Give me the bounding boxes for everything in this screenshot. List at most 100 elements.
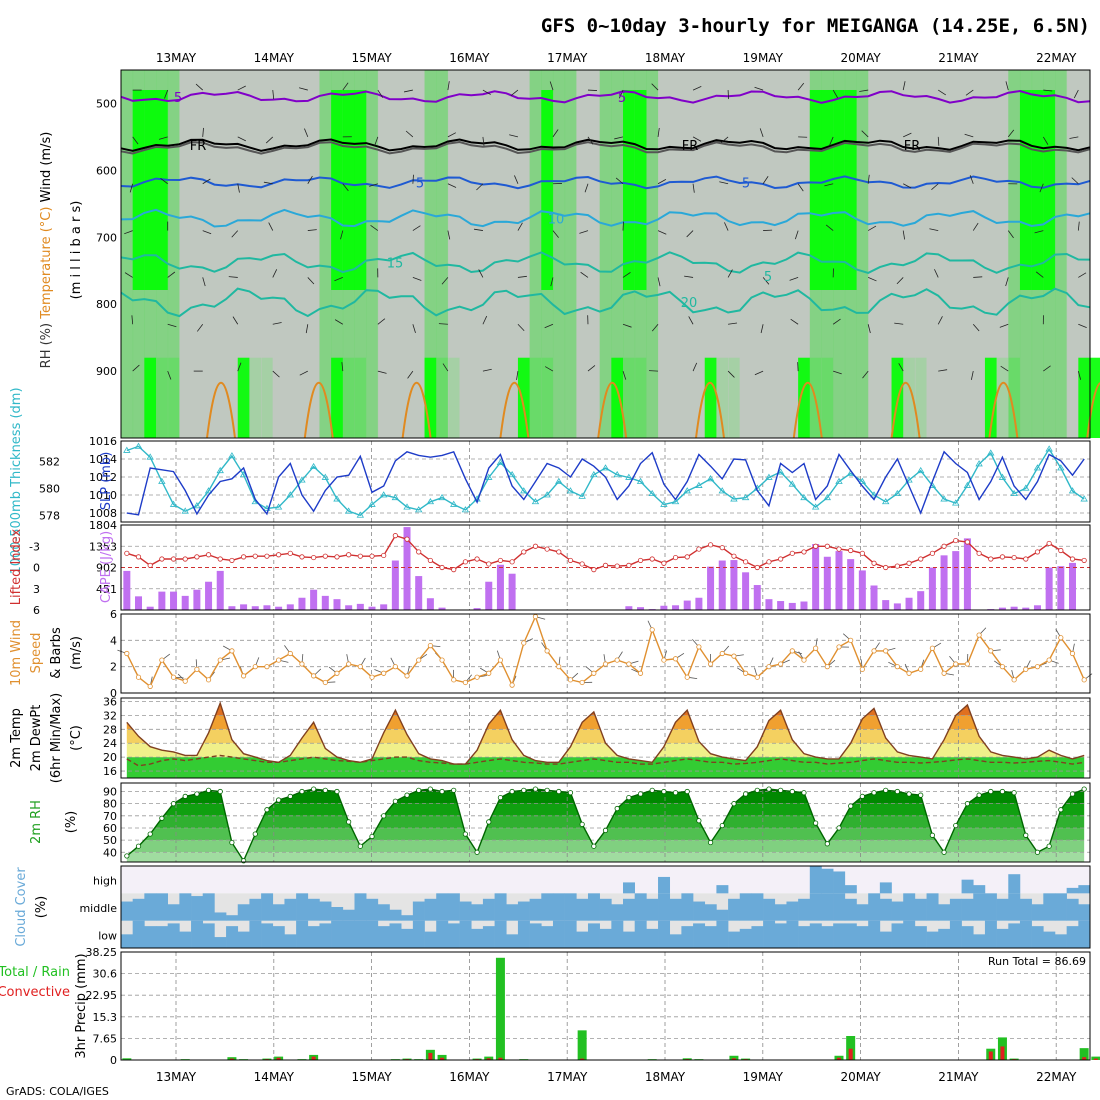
thickness-point [286,491,294,498]
lifted-index-point [170,556,177,562]
wind-speed-point [451,677,457,683]
thickness-point [671,497,680,505]
temp-tick-label: 28 [103,723,117,736]
top-date-label: 16MAY [449,51,490,65]
rh-point [953,822,959,829]
chart-title: GFS 0~10day 3-hourly for MEIGANGA (14.25… [541,15,1090,37]
wind-barb [549,81,554,91]
wind-speed-point [579,679,585,686]
precip-total-bar [729,1055,739,1060]
wind-barb [164,89,169,99]
thickness-point [403,503,411,510]
thickness-point [940,495,948,502]
wind-barb [160,178,168,185]
cape-bar [893,603,901,610]
rh-fill-band [126,852,1085,862]
rh-axis-unit: (%) [64,811,79,834]
wind-barb [334,277,343,282]
rh-column [412,70,426,438]
rh-column [891,70,904,438]
wind-barb [970,371,974,380]
cape-bar [146,606,154,610]
cape-bar [333,599,341,610]
lifted-index-point [754,564,760,571]
cloud-middle-bar [938,904,951,921]
cape-bar [251,606,259,610]
lifted-index-point [532,543,539,549]
warm-contour [792,382,823,439]
precip-total-bar [122,1058,132,1060]
cape-bar [438,607,446,610]
wind-speed-point [369,674,375,680]
rh-moist-band [342,90,355,290]
thickness-point [181,507,189,514]
rh-fill-band [144,827,1085,841]
wind-barb [1077,370,1082,380]
precip-convective-bar [836,1057,841,1060]
cape-bar [660,605,668,610]
thickness-point [788,480,797,487]
rh-point [205,787,212,793]
rh-column [1008,70,1021,438]
cape-bar [777,601,785,610]
cape-bar [835,551,843,610]
contour-label: 5 [618,91,626,106]
bottom-date-label: 20MAY [840,1070,881,1084]
cloud-middle-bar [331,907,344,921]
wind-barb [584,183,589,193]
rh-point [766,786,772,792]
cape-bar [1068,562,1076,610]
wind-barb [692,183,695,193]
wind-barb [657,230,667,235]
cape-bar [998,607,1006,610]
cloud-middle-bar [214,912,227,921]
rh-column [973,70,986,438]
wind-barb [1077,221,1080,231]
wind-speed-point [813,645,819,651]
lifted-index-point [240,554,247,560]
wind-barb [657,179,667,185]
wind-speed-point [789,648,795,654]
rh-column [716,70,729,438]
rh-column [296,70,309,438]
wind-barb [903,132,912,138]
wind-barb [304,128,309,138]
wind-speed-point [626,661,632,667]
thickness-point [204,487,213,494]
slp-tick-label: 1012 [89,471,117,484]
lifted-index-point [707,542,714,548]
lifted-index-point [929,550,935,556]
wind-speed-point [346,661,352,667]
rh-point [719,822,725,829]
warm-contour [695,382,725,439]
thickness-point [356,511,365,518]
top-date-label: 13MAY [156,51,197,65]
cloud-middle-bar [611,904,624,921]
wind-speed-point [392,664,398,670]
precip-total-bar [577,1030,587,1060]
cloud-high-bar [623,882,635,894]
cloud-low-bar [529,923,542,948]
wind-barb [473,228,483,231]
wind-barb [1078,323,1087,328]
rh-point [602,827,609,834]
thickness-tick-label: 582 [39,455,60,468]
wind-barb [902,230,906,240]
wind-barb [790,318,799,325]
wind-barb [514,175,519,184]
wind-barb [196,324,204,332]
thickness-point [601,464,610,471]
cape-bar [205,581,213,610]
wind-barb [552,129,559,138]
lifted-index-point [544,546,550,552]
cape-bar [123,570,131,610]
wind-speed-point [953,661,959,667]
li-axis-title: Lifted Index [9,528,24,605]
lifted-index-point [1081,557,1087,564]
thickness-point [730,495,738,502]
wind-barb [510,89,519,97]
cape-bar [707,566,715,610]
lifted-index-point [789,550,795,556]
wind-barb [972,323,980,332]
wind-speed-point [906,670,912,676]
